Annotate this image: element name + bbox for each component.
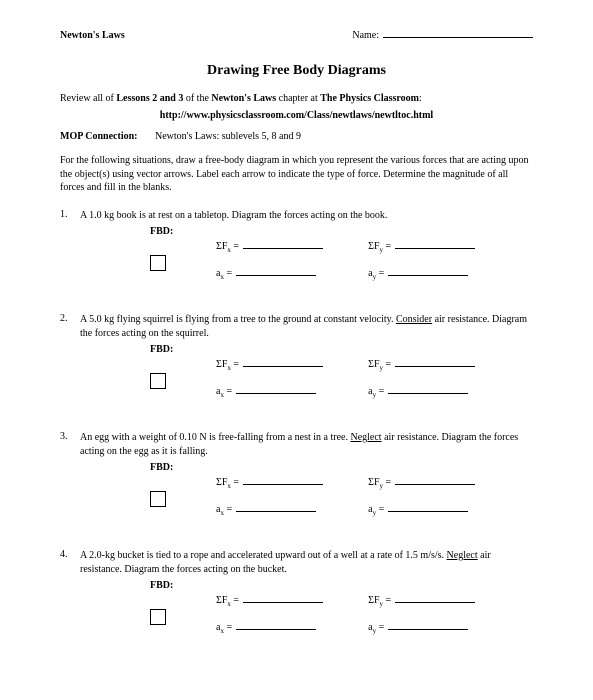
ay: ay = bbox=[368, 268, 520, 281]
mop-connection: MOP Connection: Newton's Laws: sublevels… bbox=[60, 131, 533, 142]
sum-fy: ΣFy = bbox=[368, 595, 520, 608]
worksheet-title: Drawing Free Body Diagrams bbox=[60, 63, 533, 79]
fbd-label: FBD: bbox=[150, 462, 533, 473]
fbd-label: FBD: bbox=[150, 226, 533, 237]
ax-blank[interactable] bbox=[236, 511, 316, 512]
subject-label: Newton's Laws bbox=[60, 30, 125, 41]
mop-label: MOP Connection: bbox=[60, 131, 138, 142]
ax: ax = bbox=[216, 386, 368, 399]
diagram-area: ΣFx =ΣFy = ax =ay = bbox=[60, 595, 533, 649]
main-instructions: For the following situations, draw a fre… bbox=[60, 154, 533, 195]
ay-blank[interactable] bbox=[388, 275, 468, 276]
acceleration-equations-row: ax =ay = bbox=[216, 268, 533, 281]
problem-text-row: 3.An egg with a weight of 0.10 N is free… bbox=[60, 431, 533, 458]
problem-1: 1.A 1.0 kg book is at rest on a tabletop… bbox=[60, 209, 533, 296]
problem-number: 3. bbox=[60, 431, 80, 442]
fbd-box[interactable] bbox=[150, 609, 166, 625]
fbd-box[interactable] bbox=[150, 255, 166, 271]
force-equations-row: ΣFx =ΣFy = bbox=[216, 477, 533, 490]
ax: ax = bbox=[216, 268, 368, 281]
acceleration-equations-row: ax =ay = bbox=[216, 386, 533, 399]
fx-blank[interactable] bbox=[243, 484, 323, 485]
sum-fy: ΣFy = bbox=[368, 477, 520, 490]
equations-area: ΣFx =ΣFy = ax =ay = bbox=[216, 477, 533, 531]
sum-fx: ΣFx = bbox=[216, 477, 368, 490]
problem-2: 2.A 5.0 kg flying squirrel is flying fro… bbox=[60, 313, 533, 413]
problem-number: 4. bbox=[60, 549, 80, 560]
fbd-box[interactable] bbox=[150, 491, 166, 507]
problem-number: 2. bbox=[60, 313, 80, 324]
ax: ax = bbox=[216, 622, 368, 635]
resource-url: http://www.physicsclassroom.com/Class/ne… bbox=[60, 110, 533, 121]
sum-fy: ΣFy = bbox=[368, 359, 520, 372]
acceleration-equations-row: ax =ay = bbox=[216, 504, 533, 517]
ay: ay = bbox=[368, 504, 520, 517]
equations-area: ΣFx =ΣFy = ax =ay = bbox=[216, 595, 533, 649]
fx-blank[interactable] bbox=[243, 248, 323, 249]
problem-4: 4.A 2.0-kg bucket is tied to a rope and … bbox=[60, 549, 533, 649]
problem-statement: A 2.0-kg bucket is tied to a rope and ac… bbox=[80, 549, 533, 576]
sum-fx: ΣFx = bbox=[216, 595, 368, 608]
force-equations-row: ΣFx =ΣFy = bbox=[216, 359, 533, 372]
fy-blank[interactable] bbox=[395, 248, 475, 249]
ay: ay = bbox=[368, 386, 520, 399]
problem-statement: An egg with a weight of 0.10 N is free-f… bbox=[80, 431, 533, 458]
mop-text: Newton's Laws: sublevels 5, 8 and 9 bbox=[155, 131, 301, 142]
sum-fy: ΣFy = bbox=[368, 241, 520, 254]
problem-statement: A 5.0 kg flying squirrel is flying from … bbox=[80, 313, 533, 340]
fx-blank[interactable] bbox=[243, 366, 323, 367]
problem-number: 1. bbox=[60, 209, 80, 220]
problem-statement: A 1.0 kg book is at rest on a tabletop. … bbox=[80, 209, 533, 223]
name-label: Name: bbox=[352, 30, 379, 41]
problem-text-row: 1.A 1.0 kg book is at rest on a tabletop… bbox=[60, 209, 533, 223]
problem-3: 3.An egg with a weight of 0.10 N is free… bbox=[60, 431, 533, 531]
name-field: Name: bbox=[352, 30, 533, 41]
name-blank[interactable] bbox=[383, 37, 533, 38]
worksheet-header: Newton's Laws Name: bbox=[60, 30, 533, 41]
ay-blank[interactable] bbox=[388, 629, 468, 630]
ax-blank[interactable] bbox=[236, 629, 316, 630]
fy-blank[interactable] bbox=[395, 366, 475, 367]
sum-fx: ΣFx = bbox=[216, 241, 368, 254]
ay-blank[interactable] bbox=[388, 393, 468, 394]
acceleration-equations-row: ax =ay = bbox=[216, 622, 533, 635]
ay: ay = bbox=[368, 622, 520, 635]
equations-area: ΣFx =ΣFy = ax =ay = bbox=[216, 359, 533, 413]
fbd-label: FBD: bbox=[150, 344, 533, 355]
fbd-label: FBD: bbox=[150, 580, 533, 591]
ax-blank[interactable] bbox=[236, 393, 316, 394]
equations-area: ΣFx =ΣFy = ax =ay = bbox=[216, 241, 533, 295]
problem-text-row: 4.A 2.0-kg bucket is tied to a rope and … bbox=[60, 549, 533, 576]
ax-blank[interactable] bbox=[236, 275, 316, 276]
fy-blank[interactable] bbox=[395, 484, 475, 485]
ax: ax = bbox=[216, 504, 368, 517]
ay-blank[interactable] bbox=[388, 511, 468, 512]
force-equations-row: ΣFx =ΣFy = bbox=[216, 241, 533, 254]
diagram-area: ΣFx =ΣFy = ax =ay = bbox=[60, 359, 533, 413]
sum-fx: ΣFx = bbox=[216, 359, 368, 372]
fbd-box[interactable] bbox=[150, 373, 166, 389]
fy-blank[interactable] bbox=[395, 602, 475, 603]
diagram-area: ΣFx =ΣFy = ax =ay = bbox=[60, 241, 533, 295]
fx-blank[interactable] bbox=[243, 602, 323, 603]
force-equations-row: ΣFx =ΣFy = bbox=[216, 595, 533, 608]
review-instructions: Review all of Lessons 2 and 3 of the New… bbox=[60, 93, 533, 104]
diagram-area: ΣFx =ΣFy = ax =ay = bbox=[60, 477, 533, 531]
problem-text-row: 2.A 5.0 kg flying squirrel is flying fro… bbox=[60, 313, 533, 340]
